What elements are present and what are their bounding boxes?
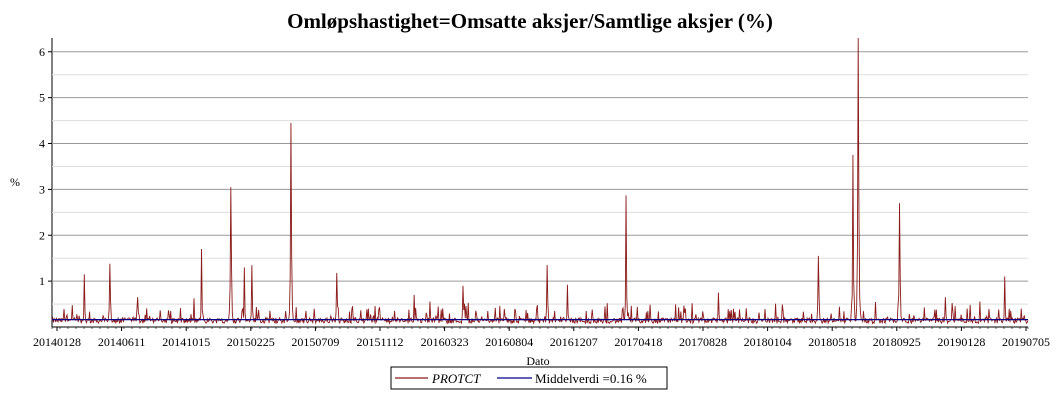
gridlines [51, 38, 1028, 328]
y-tick-label: 6 [39, 45, 45, 59]
x-tick-label: 20150225 [227, 335, 275, 349]
x-tick-label: 20190128 [937, 335, 985, 349]
y-tick-label: 1 [39, 274, 45, 288]
y-axis-label: % [10, 175, 20, 189]
series-layer [51, 37, 1029, 325]
x-tick-label: 20180104 [744, 335, 792, 349]
x-tick-label: 20190705 [1002, 335, 1050, 349]
x-tick-label: 20161207 [550, 335, 598, 349]
y-tick-label: 5 [39, 91, 45, 105]
x-tick-label: 20150709 [291, 335, 339, 349]
legend-label-protct: PROTCT [431, 371, 481, 386]
x-tick-label: 20160323 [421, 335, 469, 349]
legend-label-mean: Middelverdi =0.16 % [535, 371, 647, 386]
series-line-protct [51, 37, 1029, 325]
x-axis-label: Dato [526, 354, 549, 368]
y-tick-label: 4 [39, 137, 45, 151]
x-tick-label: 20160804 [485, 335, 533, 349]
x-tick-label: 20140611 [98, 335, 146, 349]
chart-title: Omløpshastighet=Omsatte aksjer/Samtlige … [287, 9, 773, 33]
y-tick-label: 3 [39, 182, 45, 196]
legend: PROTCT Middelverdi =0.16 % [390, 366, 668, 390]
x-tick-label: 20140128 [33, 335, 81, 349]
x-axis-ticks: 20140128 20140611 20141015 20150225 20150709… [33, 327, 1050, 349]
y-tick-label: 2 [39, 228, 45, 242]
x-tick-label: 20170418 [614, 335, 662, 349]
x-tick-label: 20170828 [679, 335, 727, 349]
y-axis-ticks: 1 2 3 4 5 6 [39, 45, 52, 288]
x-tick-label: 20180925 [873, 335, 921, 349]
x-tick-label: 20180518 [808, 335, 856, 349]
x-tick-label: 20151112 [356, 335, 403, 349]
x-tick-label: 20141015 [162, 335, 210, 349]
